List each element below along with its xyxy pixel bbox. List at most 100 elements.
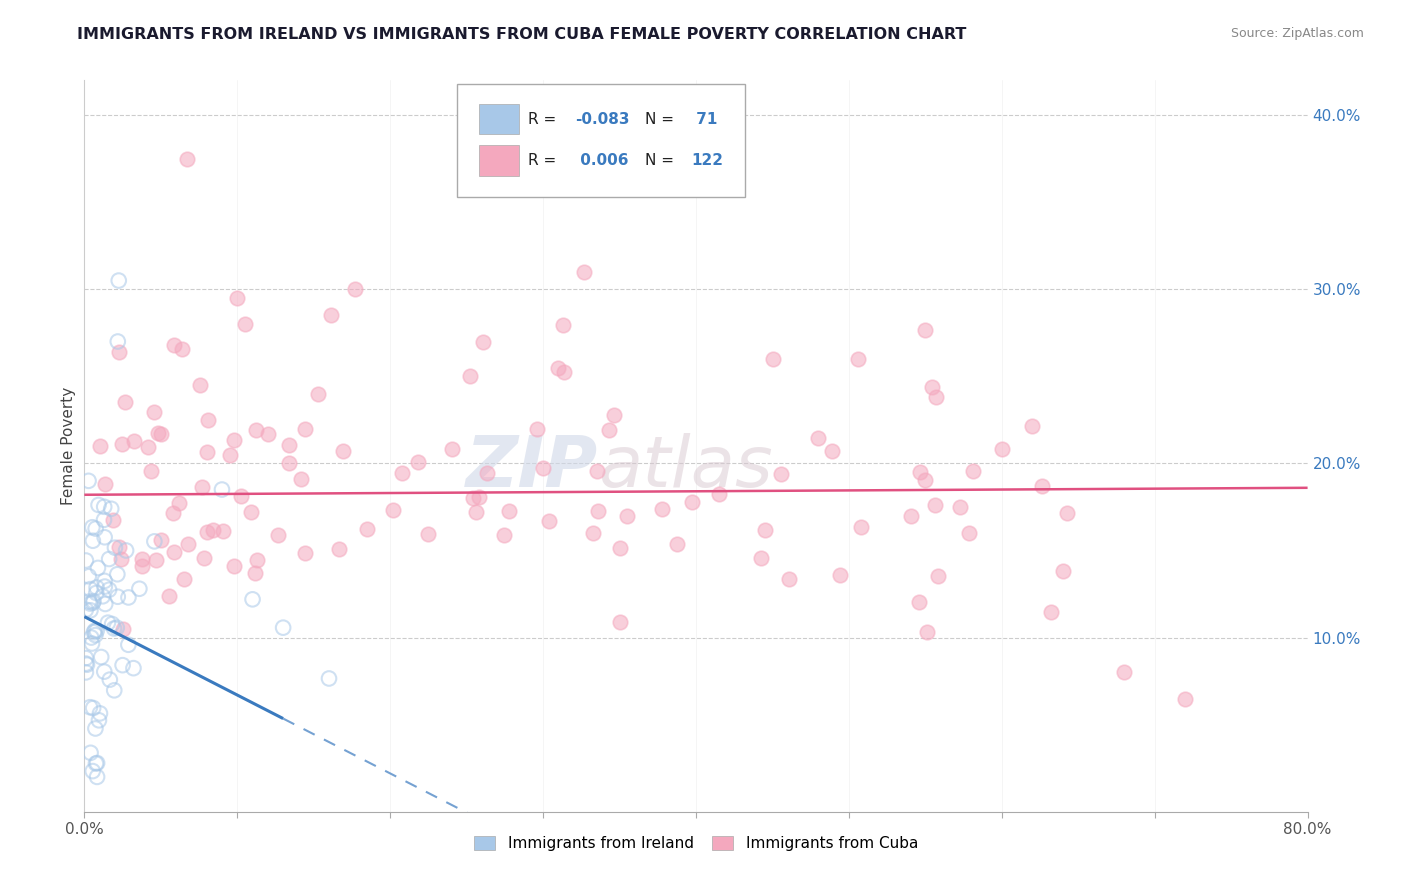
Point bbox=[105, 621, 128, 635]
Point bbox=[219, 448, 242, 462]
Point bbox=[103, 622, 125, 636]
Text: 0.006: 0.006 bbox=[575, 153, 628, 169]
Point bbox=[75, 665, 97, 680]
Point bbox=[128, 582, 150, 596]
Point bbox=[344, 282, 367, 296]
Legend: Immigrants from Ireland, Immigrants from Cuba: Immigrants from Ireland, Immigrants from… bbox=[467, 828, 925, 859]
Text: -0.083: -0.083 bbox=[575, 112, 630, 127]
Point bbox=[101, 617, 124, 632]
Text: 71: 71 bbox=[692, 112, 717, 127]
Point bbox=[408, 454, 430, 468]
Point bbox=[807, 431, 830, 445]
Point bbox=[103, 683, 125, 698]
Point bbox=[117, 638, 139, 652]
Point bbox=[949, 500, 972, 515]
Text: R =: R = bbox=[529, 153, 557, 169]
Point bbox=[82, 520, 104, 534]
Point bbox=[117, 591, 139, 605]
Point bbox=[754, 523, 776, 537]
Point bbox=[778, 572, 800, 586]
Point bbox=[212, 524, 235, 538]
Point bbox=[89, 439, 111, 453]
Point bbox=[84, 722, 107, 736]
Point bbox=[681, 495, 703, 509]
Point bbox=[531, 461, 554, 475]
Text: atlas: atlas bbox=[598, 434, 773, 502]
Point bbox=[79, 597, 101, 611]
Text: N =: N = bbox=[644, 112, 673, 127]
Point bbox=[84, 522, 107, 536]
Point bbox=[86, 756, 108, 770]
Point bbox=[193, 551, 215, 566]
Point bbox=[769, 467, 792, 481]
Point bbox=[586, 504, 609, 518]
Point bbox=[98, 552, 121, 566]
Point bbox=[463, 491, 485, 505]
Point bbox=[100, 501, 122, 516]
Point bbox=[609, 541, 631, 555]
Point bbox=[553, 365, 575, 379]
Point bbox=[87, 498, 110, 512]
Text: Source: ZipAtlas.com: Source: ZipAtlas.com bbox=[1230, 27, 1364, 40]
Point bbox=[114, 395, 136, 409]
Point bbox=[93, 665, 115, 679]
Point bbox=[94, 477, 117, 491]
Point bbox=[211, 483, 233, 497]
Point bbox=[146, 425, 169, 440]
Point bbox=[197, 524, 219, 539]
Point bbox=[150, 533, 173, 548]
Point bbox=[93, 500, 115, 514]
Point bbox=[846, 351, 869, 366]
Y-axis label: Female Poverty: Female Poverty bbox=[60, 387, 76, 505]
Point bbox=[1039, 605, 1062, 619]
Point bbox=[124, 434, 146, 449]
Point bbox=[472, 334, 495, 349]
Point bbox=[915, 624, 938, 639]
Point bbox=[87, 561, 110, 575]
Point bbox=[991, 442, 1014, 457]
Point bbox=[665, 537, 688, 551]
Point bbox=[82, 764, 104, 778]
Point bbox=[91, 590, 114, 604]
Point bbox=[149, 426, 172, 441]
Point bbox=[77, 474, 100, 488]
Point bbox=[84, 756, 107, 771]
Point bbox=[924, 498, 946, 512]
Point bbox=[1021, 418, 1043, 433]
Point bbox=[139, 464, 162, 478]
Point bbox=[240, 505, 263, 519]
Text: R =: R = bbox=[529, 112, 557, 127]
Point bbox=[266, 528, 288, 542]
Point bbox=[243, 566, 266, 580]
Point bbox=[162, 507, 184, 521]
Point bbox=[103, 513, 125, 527]
Point bbox=[849, 520, 872, 534]
Point bbox=[157, 590, 180, 604]
Point bbox=[1052, 564, 1074, 578]
Point bbox=[104, 541, 127, 555]
Point bbox=[572, 265, 595, 279]
Point bbox=[321, 309, 343, 323]
Point bbox=[526, 422, 548, 436]
Point bbox=[908, 465, 931, 479]
Point bbox=[1031, 478, 1053, 492]
Point bbox=[93, 513, 115, 527]
Point bbox=[94, 580, 117, 594]
Point bbox=[332, 443, 354, 458]
Point bbox=[82, 533, 104, 548]
Text: N =: N = bbox=[644, 153, 673, 169]
Point bbox=[749, 551, 772, 566]
Point bbox=[86, 624, 108, 638]
Point bbox=[458, 369, 481, 384]
Point bbox=[441, 442, 464, 456]
Point bbox=[86, 770, 108, 784]
Point bbox=[328, 541, 350, 556]
Point bbox=[616, 509, 638, 524]
Point bbox=[79, 700, 101, 714]
Point bbox=[76, 657, 98, 672]
Point bbox=[233, 318, 256, 332]
Point bbox=[914, 322, 936, 336]
Point bbox=[226, 291, 249, 305]
Text: ZIP: ZIP bbox=[465, 434, 598, 502]
Point bbox=[197, 413, 219, 427]
